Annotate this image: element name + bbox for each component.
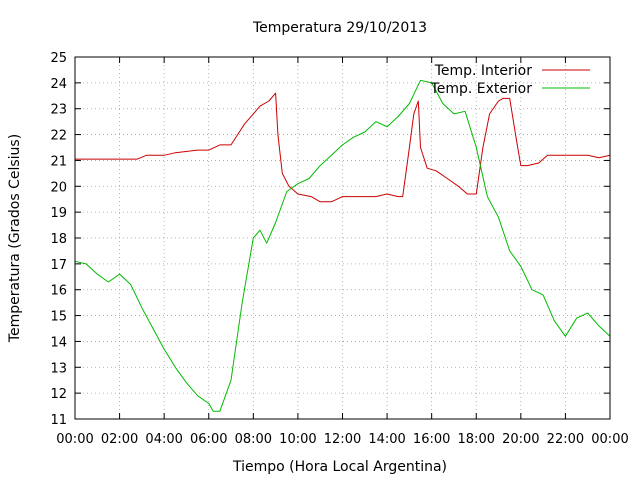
y-tick-label: 25 (50, 51, 67, 66)
y-axis-title: Temperatura (Grados Celsius) (7, 134, 23, 343)
y-tick-label: 20 (50, 180, 67, 195)
x-tick-label: 20:00 (502, 432, 539, 447)
y-tick-label: 22 (50, 129, 67, 144)
grid (75, 57, 610, 419)
y-tick-label: 19 (50, 206, 67, 221)
y-tick-label: 17 (50, 258, 67, 273)
chart-title: Temperatura 29/10/2013 (252, 20, 427, 36)
y-tick-label: 13 (50, 361, 67, 376)
y-tick-label: 18 (50, 232, 67, 247)
y-tick-label: 23 (50, 103, 67, 118)
y-tick-label: 14 (50, 335, 67, 350)
series-line-interior (75, 92, 611, 203)
y-tick-label: 11 (50, 413, 67, 428)
legend: Temp. Interior Temp. Exterior (430, 63, 590, 97)
x-tick-label: 18:00 (458, 432, 495, 447)
x-tick-label: 14:00 (368, 432, 405, 447)
x-tick-label: 08:00 (235, 432, 272, 447)
x-tick-label: 00:00 (591, 432, 628, 447)
x-tick-label: 00:00 (56, 432, 93, 447)
y-tick-label: 15 (50, 310, 67, 325)
legend-label-exterior: Temp. Exterior (430, 81, 533, 97)
x-tick-label: 10:00 (279, 432, 316, 447)
x-tick-label: 04:00 (145, 432, 182, 447)
y-tick-label: 21 (50, 154, 67, 169)
x-axis-title: Tiempo (Hora Local Argentina) (232, 459, 447, 475)
x-tick-label: 22:00 (547, 432, 584, 447)
x-tick-label: 16:00 (413, 432, 450, 447)
axis-ticks (74, 56, 611, 420)
legend-label-interior: Temp. Interior (434, 63, 533, 79)
x-tick-label: 02:00 (101, 432, 138, 447)
series-line-exterior (74, 79, 611, 412)
y-tick-label: 12 (50, 387, 67, 402)
x-tick-labels: 00:00 02:00 04:00 06:00 08:00 10:00 12:00 14:00… (56, 432, 628, 447)
y-tick-label: 24 (50, 77, 67, 92)
x-tick-label: 06:00 (190, 432, 227, 447)
y-tick-labels: 11 12 13 14 15 16 17 18 19 20 21 22 23 24 25 (50, 51, 67, 428)
series-lines (74, 79, 611, 412)
y-tick-label: 16 (50, 284, 67, 299)
x-tick-label: 12:00 (324, 432, 361, 447)
